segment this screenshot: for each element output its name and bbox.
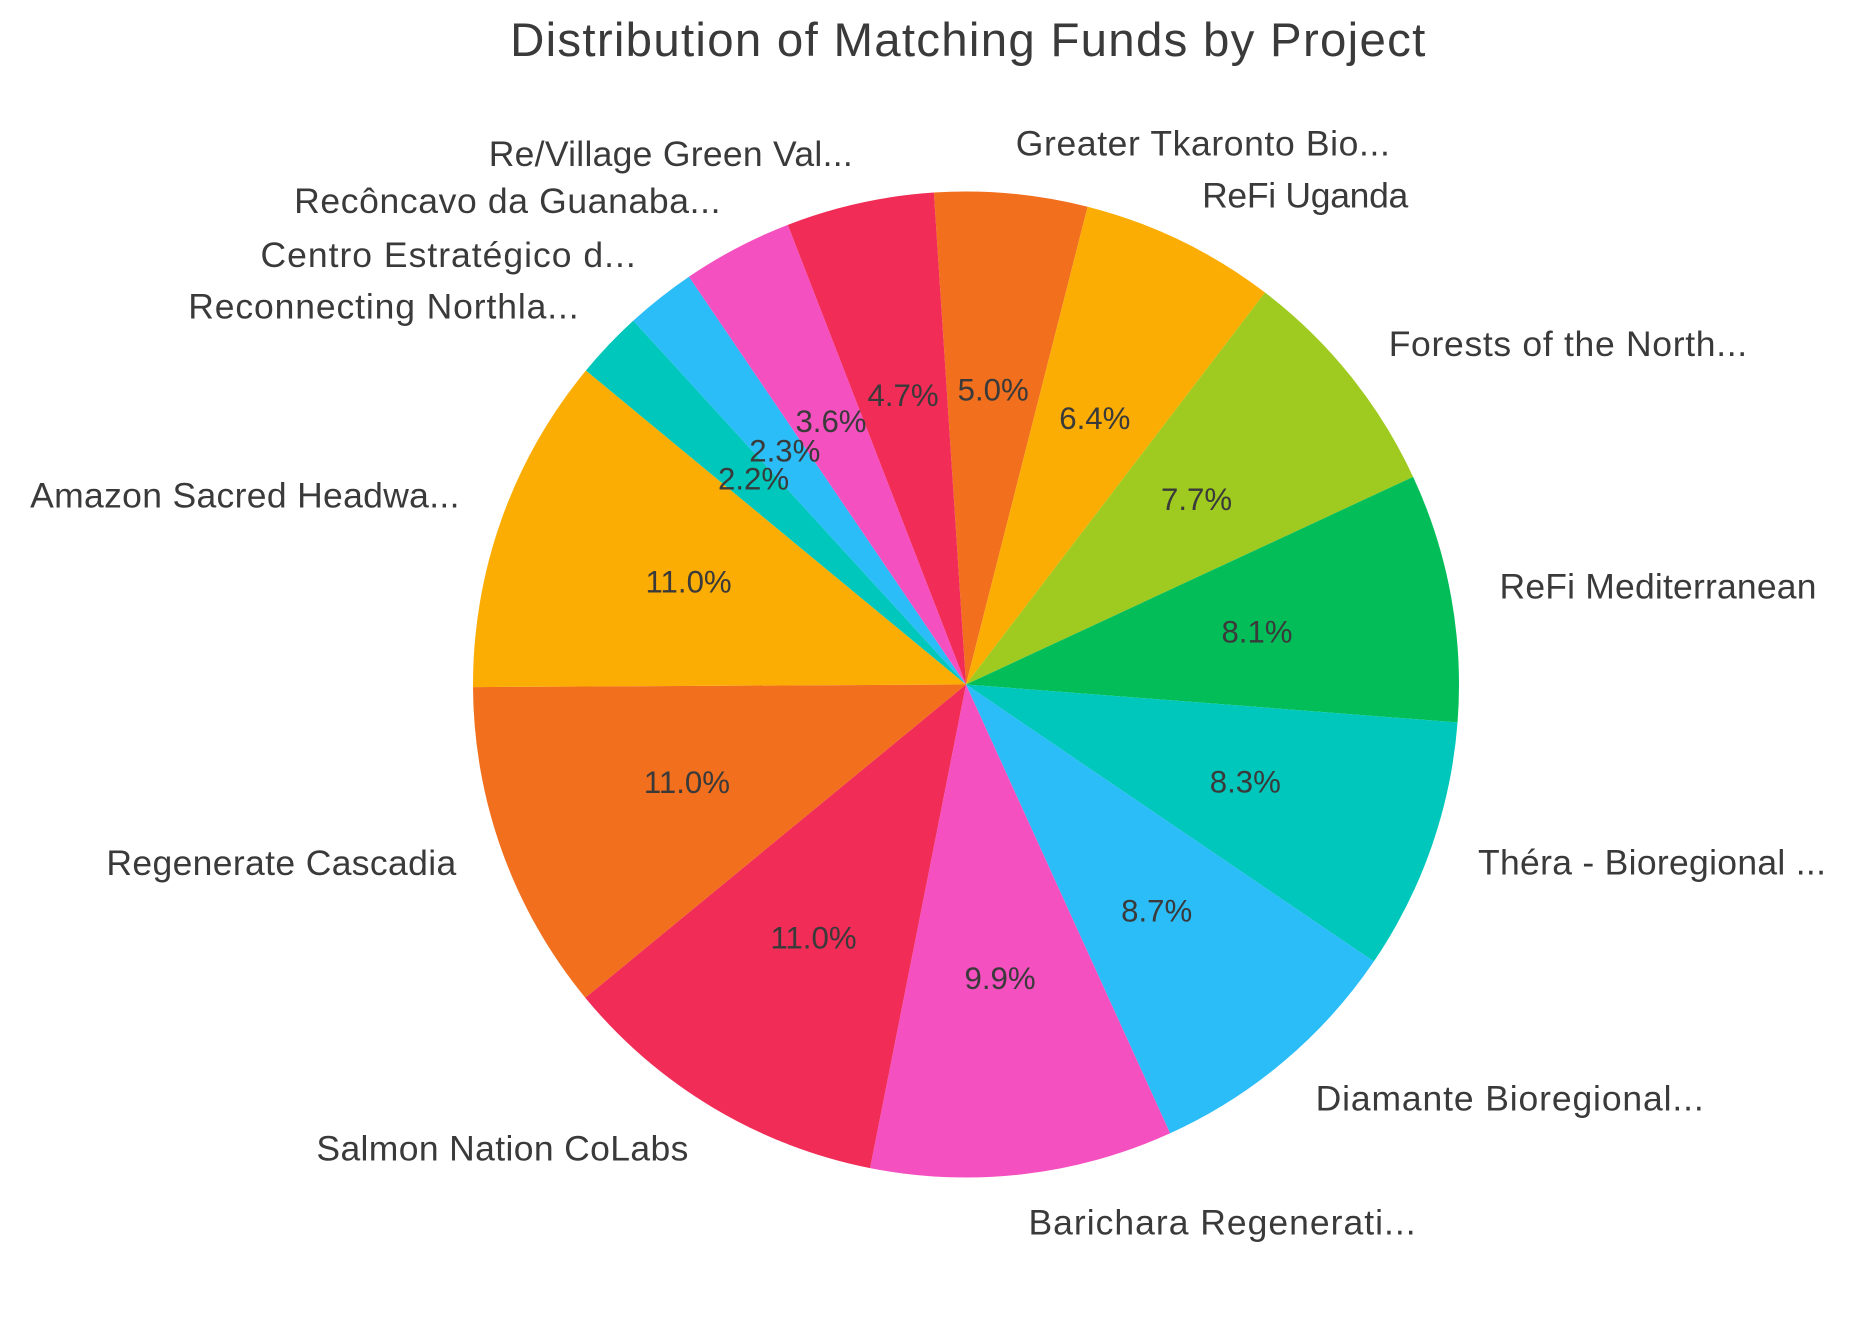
svg-text:Distribution of Matching Funds: Distribution of Matching Funds by Projec… xyxy=(510,14,1426,67)
svg-text:Greater Tkaronto Bio...: Greater Tkaronto Bio... xyxy=(1016,124,1391,164)
svg-text:5.0%: 5.0% xyxy=(958,373,1029,408)
svg-text:ReFi Mediterranean: ReFi Mediterranean xyxy=(1500,567,1817,607)
svg-text:Re/Village Green Val...: Re/Village Green Val... xyxy=(489,134,853,174)
svg-text:11.0%: 11.0% xyxy=(644,765,730,800)
svg-text:11.0%: 11.0% xyxy=(646,565,732,600)
svg-text:Recôncavo da Guanaba...: Recôncavo da Guanaba... xyxy=(294,181,721,221)
svg-text:4.7%: 4.7% xyxy=(868,378,939,413)
svg-text:Diamante Bioregional...: Diamante Bioregional... xyxy=(1316,1078,1705,1118)
svg-text:Barichara Regenerati...: Barichara Regenerati... xyxy=(1029,1202,1417,1242)
svg-text:Amazon Sacred Headwa...: Amazon Sacred Headwa... xyxy=(30,475,460,515)
svg-text:8.3%: 8.3% xyxy=(1210,765,1281,800)
svg-text:8.7%: 8.7% xyxy=(1121,893,1192,928)
svg-text:Théra - Bioregional ...: Théra - Bioregional ... xyxy=(1478,842,1826,882)
svg-text:2.2%: 2.2% xyxy=(718,461,789,496)
svg-text:Reconnecting Northla...: Reconnecting Northla... xyxy=(188,286,579,326)
svg-text:Salmon Nation CoLabs: Salmon Nation CoLabs xyxy=(316,1128,688,1168)
svg-text:9.9%: 9.9% xyxy=(965,961,1036,996)
svg-text:7.7%: 7.7% xyxy=(1161,482,1232,517)
svg-text:6.4%: 6.4% xyxy=(1059,401,1130,436)
svg-text:Centro Estratégico d...: Centro Estratégico d... xyxy=(260,235,636,275)
svg-text:11.0%: 11.0% xyxy=(770,921,856,956)
svg-text:3.6%: 3.6% xyxy=(795,404,866,439)
svg-text:ReFi Uganda: ReFi Uganda xyxy=(1202,176,1408,216)
svg-text:Regenerate Cascadia: Regenerate Cascadia xyxy=(106,843,456,883)
svg-text:Forests of the North...: Forests of the North... xyxy=(1389,324,1748,364)
svg-text:8.1%: 8.1% xyxy=(1221,614,1292,649)
svg-text:2.3%: 2.3% xyxy=(749,434,820,469)
